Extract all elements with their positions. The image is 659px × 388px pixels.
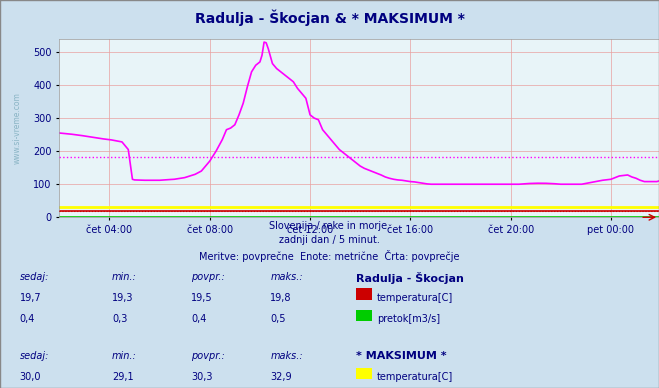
Text: pretok[m3/s]: pretok[m3/s]: [377, 314, 440, 324]
Text: povpr.:: povpr.:: [191, 351, 225, 361]
Text: Slovenija / reke in morje.
zadnji dan / 5 minut.
Meritve: povprečne  Enote: metr: Slovenija / reke in morje. zadnji dan / …: [199, 221, 460, 262]
Text: min.:: min.:: [112, 272, 137, 282]
Text: 0,3: 0,3: [112, 314, 127, 324]
Text: sedaj:: sedaj:: [20, 272, 49, 282]
Text: 30,0: 30,0: [20, 372, 42, 383]
Text: sedaj:: sedaj:: [20, 351, 49, 361]
Text: maks.:: maks.:: [270, 351, 303, 361]
Text: min.:: min.:: [112, 351, 137, 361]
Text: 19,7: 19,7: [20, 293, 42, 303]
Text: 29,1: 29,1: [112, 372, 134, 383]
Text: 30,3: 30,3: [191, 372, 213, 383]
Text: 19,5: 19,5: [191, 293, 213, 303]
Text: 19,3: 19,3: [112, 293, 134, 303]
Text: Radulja - Škocjan: Radulja - Škocjan: [356, 272, 464, 284]
Text: 0,4: 0,4: [20, 314, 35, 324]
Text: temperatura[C]: temperatura[C]: [377, 293, 453, 303]
Text: Radulja - Škocjan & * MAKSIMUM *: Radulja - Škocjan & * MAKSIMUM *: [194, 10, 465, 26]
Text: * MAKSIMUM *: * MAKSIMUM *: [356, 351, 447, 361]
Text: temperatura[C]: temperatura[C]: [377, 372, 453, 383]
Text: www.si-vreme.com: www.si-vreme.com: [13, 92, 22, 164]
Text: maks.:: maks.:: [270, 272, 303, 282]
Text: 19,8: 19,8: [270, 293, 292, 303]
Text: 32,9: 32,9: [270, 372, 292, 383]
Text: povpr.:: povpr.:: [191, 272, 225, 282]
Text: 0,5: 0,5: [270, 314, 286, 324]
Text: 0,4: 0,4: [191, 314, 206, 324]
